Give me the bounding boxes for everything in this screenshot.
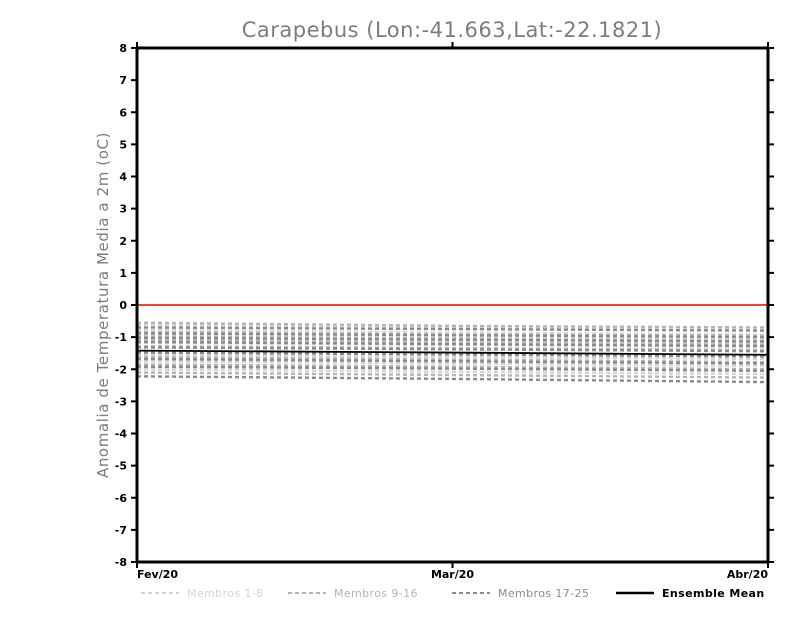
- x-tick-label: Fev/20: [137, 568, 178, 581]
- x-tick-label: Mar/20: [431, 568, 474, 581]
- y-tick-label: -5: [115, 460, 127, 473]
- series-layer: [137, 321, 768, 384]
- y-tick-label: -8: [115, 556, 127, 569]
- legend-item: Membros 17-25: [452, 587, 589, 600]
- ensemble-member-line: [137, 346, 768, 353]
- ensemble-member-line: [137, 353, 768, 361]
- y-tick-label: 4: [119, 171, 127, 184]
- x-tick-label: Abr/20: [727, 568, 768, 581]
- ensemble-member-line: [137, 344, 768, 352]
- ensemble-member-line: [137, 332, 768, 339]
- y-tick-label: 7: [119, 74, 127, 87]
- ensemble-member-line: [137, 326, 768, 332]
- legend-label: Membros 1-8: [187, 587, 264, 600]
- ensemble-member-line: [137, 339, 768, 347]
- ensemble-member-line: [137, 360, 768, 368]
- legend-item: Membros 1-8: [141, 587, 264, 600]
- y-tick-label: 6: [119, 106, 127, 119]
- ensemble-member-line: [137, 328, 768, 336]
- y-tick-label: 2: [119, 235, 127, 248]
- y-tick-label: -3: [115, 395, 127, 408]
- ensemble-member-line: [137, 368, 768, 376]
- y-tick-label: -4: [115, 428, 128, 441]
- ensemble-member-line: [137, 371, 768, 379]
- y-tick-label: 8: [119, 42, 127, 55]
- ensemble-member-line: [137, 336, 768, 343]
- x-tick-layer: Fev/20 Mar/20 Abr/20: [136, 42, 769, 581]
- ensemble-mean-line: [137, 349, 768, 356]
- y-tick-label: 0: [119, 299, 127, 312]
- y-tick-label: 3: [119, 203, 127, 216]
- y-tick-label: -7: [115, 524, 127, 537]
- y-tick-label: -6: [115, 492, 128, 505]
- y-tick-label: -2: [115, 363, 127, 376]
- legend-label: Membros 9-16: [334, 587, 418, 600]
- chart-title: Carapebus (Lon:-41.663,Lat:-22.1821): [242, 18, 663, 42]
- ensemble-member-line: [137, 340, 768, 348]
- ensemble-member-line: [137, 365, 768, 373]
- chart-legend: Membros 1-8 Membros 9-16 Membros 17-25 Ense…: [141, 587, 765, 600]
- ensemble-member-line: [137, 355, 768, 364]
- y-tick-layer: 8 7 6 5 4 3 2 1 0 -1 -2 -3 -4 -5 -6 -7 -8: [115, 42, 774, 569]
- legend-item: Membros 9-16: [288, 587, 418, 600]
- ensemble-member-line: [137, 333, 768, 340]
- y-axis-label: Anomalia de Temperatura Media a 2m (oC): [94, 132, 112, 478]
- y-tick-label: 5: [119, 138, 127, 151]
- ensemble-member-line: [137, 321, 768, 329]
- ensemble-member-line: [137, 363, 768, 371]
- legend-label: Ensemble Mean: [662, 587, 765, 600]
- legend-item: Ensemble Mean: [616, 587, 765, 600]
- legend-label: Membros 17-25: [498, 587, 589, 600]
- y-tick-label: -1: [115, 331, 127, 344]
- ensemble-member-line: [137, 351, 768, 358]
- ensemble-member-line: [137, 375, 768, 384]
- y-tick-label: 1: [119, 267, 127, 280]
- ensemble-member-line: [137, 357, 768, 365]
